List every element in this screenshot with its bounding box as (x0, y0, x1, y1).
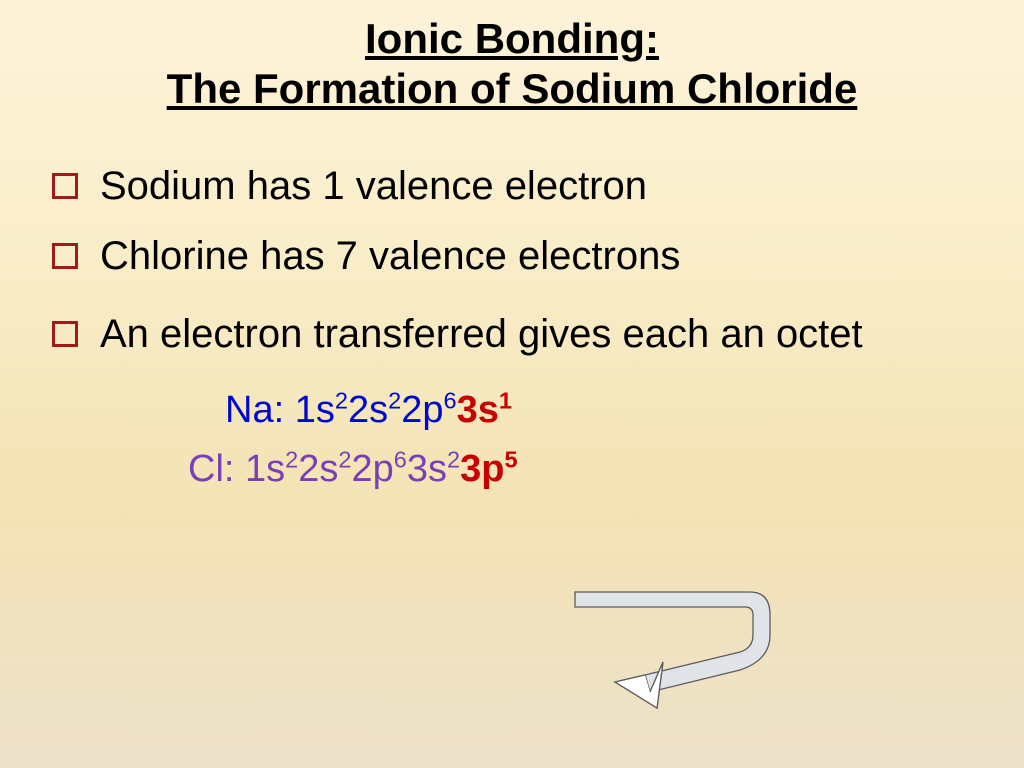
bullet-list: Sodium has 1 valence electron Chlorine h… (52, 161, 1024, 359)
bullet-2: Chlorine has 7 valence electrons (52, 231, 1024, 281)
title-line-1: Ionic Bonding: (365, 15, 659, 62)
bullet-square-icon (52, 243, 78, 269)
cl-valence: 3p (460, 448, 504, 490)
bullet-square-icon (52, 173, 78, 199)
electron-configurations: Na: 1s22s22p63s1 Cl: 1s22s22p63s23p5 (0, 381, 1024, 499)
transfer-arrow-icon (565, 580, 785, 710)
title-line-2: The Formation of Sodium Chloride (167, 65, 858, 112)
bullet-2-text: Chlorine has 7 valence electrons (100, 231, 680, 281)
bullet-1-text: Sodium has 1 valence electron (100, 161, 647, 211)
na-valence: 3s (457, 389, 499, 431)
bullet-3: An electron transferred gives each an oc… (52, 309, 1024, 359)
bullet-square-icon (52, 321, 78, 347)
na-label: Na: (225, 389, 295, 431)
cl-label: Cl: (188, 448, 245, 490)
bullet-1: Sodium has 1 valence electron (52, 161, 1024, 211)
slide-title: Ionic Bonding: The Formation of Sodium C… (0, 0, 1024, 113)
cl-config: Cl: 1s22s22p63s23p5 (188, 440, 1024, 499)
bullet-3-text: An electron transferred gives each an oc… (100, 309, 863, 359)
na-config: Na: 1s22s22p63s1 (225, 381, 1024, 440)
